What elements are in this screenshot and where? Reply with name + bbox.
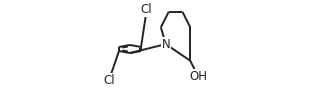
Text: Cl: Cl xyxy=(103,74,115,87)
Text: N: N xyxy=(162,38,170,51)
Text: OH: OH xyxy=(189,70,207,83)
Text: Cl: Cl xyxy=(141,3,153,16)
